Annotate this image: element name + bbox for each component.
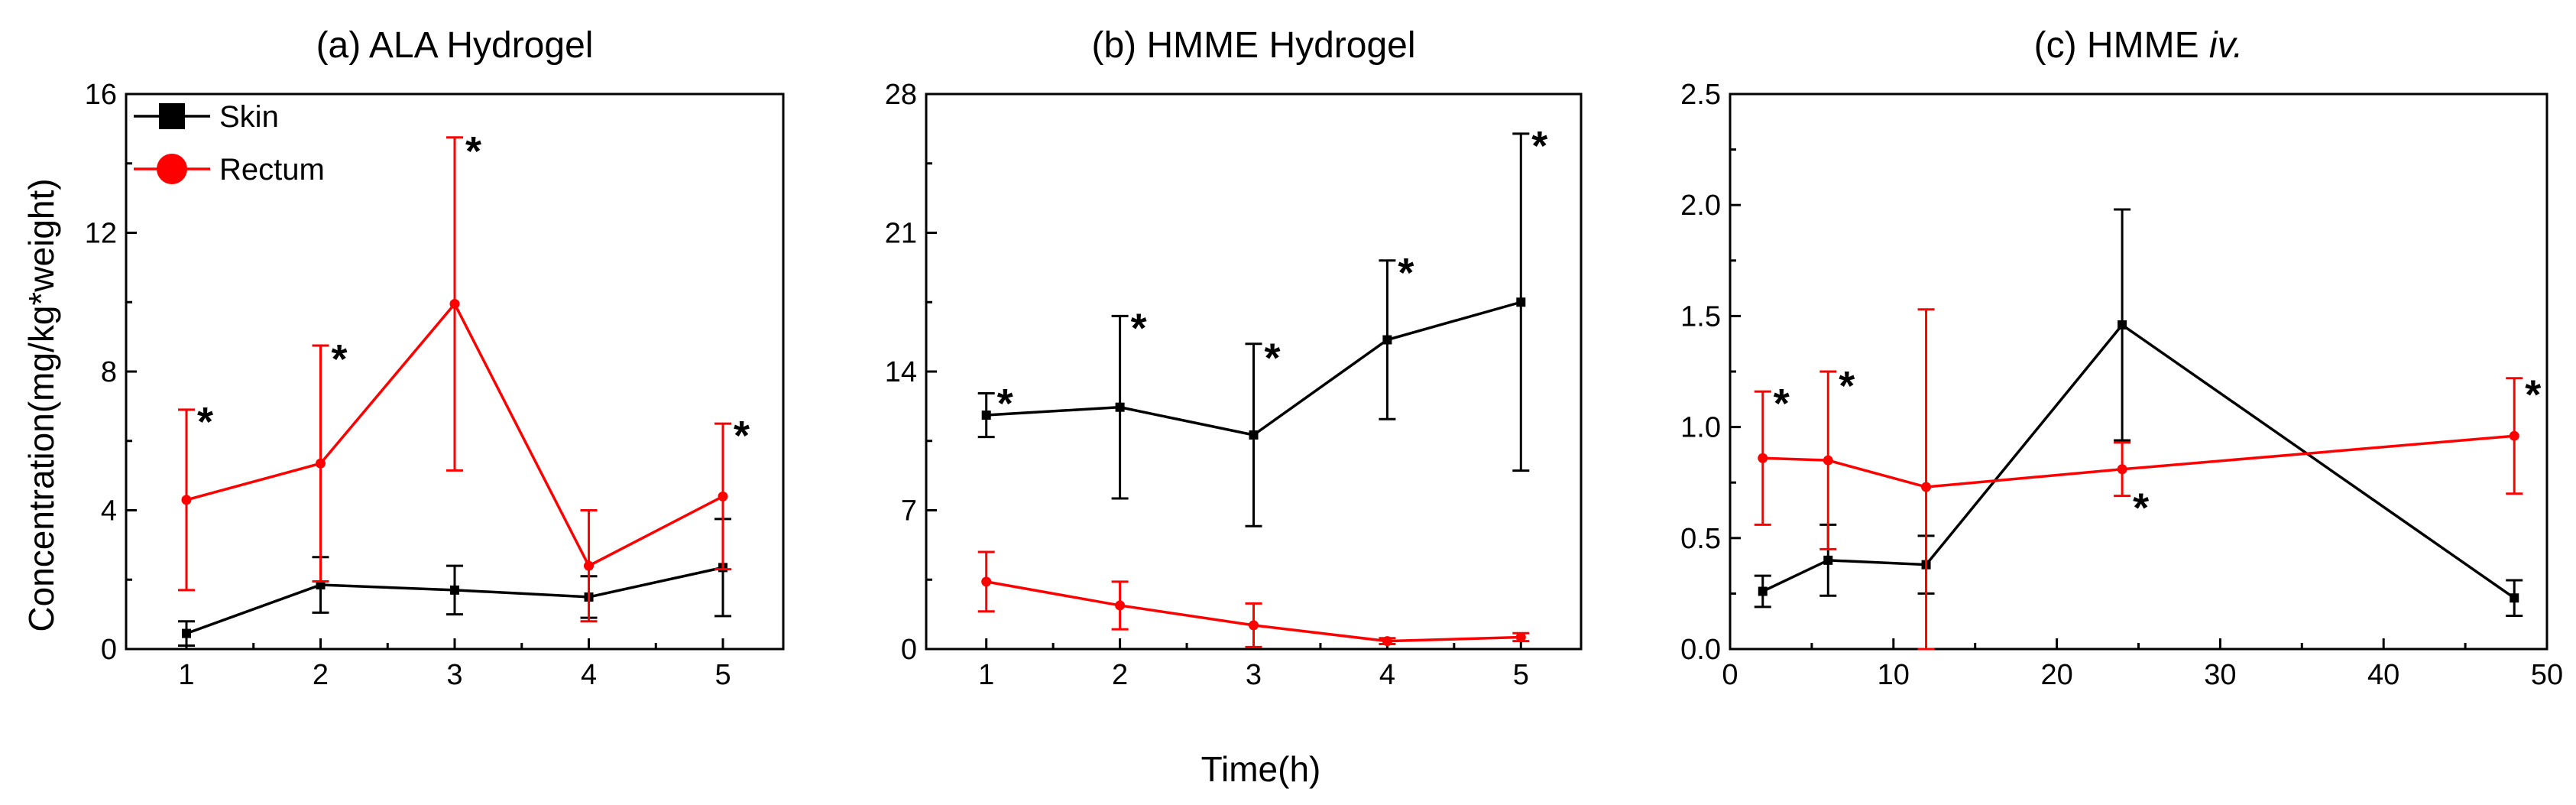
significance-star: *	[331, 336, 347, 382]
legend-marker-skin	[159, 103, 185, 129]
significance-star: *	[1265, 335, 1281, 381]
significance-star: *	[997, 381, 1013, 427]
panel-title: (a) ALA Hydrogel	[316, 25, 594, 66]
series-skin	[1754, 208, 2523, 617]
data-point	[981, 576, 992, 587]
y-tick-label: 8	[101, 356, 117, 388]
panel-title: (c) HMME iv.	[2034, 25, 2244, 66]
data-point	[2118, 320, 2127, 330]
y-tick-label: 0.5	[1680, 523, 1721, 555]
x-tick-label: 20	[2040, 659, 2072, 691]
significance-star: *	[1531, 123, 1547, 169]
data-point	[2117, 464, 2127, 475]
series-rectum	[977, 550, 1530, 648]
significance-star: *	[2525, 372, 2541, 418]
series-skin	[177, 518, 732, 647]
significance-star: *	[1398, 250, 1414, 296]
y-tick-label: 12	[85, 218, 117, 250]
panel-title-main: (c) HMME	[2034, 25, 2209, 66]
series-rectum	[177, 136, 732, 623]
x-tick-label: 4	[1379, 659, 1395, 691]
data-point	[1382, 335, 1392, 345]
data-point	[2510, 593, 2519, 603]
data-point	[181, 495, 192, 505]
y-tick-label: 14	[885, 356, 917, 388]
x-tick-label: 2	[313, 659, 329, 691]
x-tick-label: 1	[978, 659, 994, 691]
data-point	[1921, 482, 1932, 492]
y-tick-label: 0	[901, 634, 917, 666]
panel-c-hmme-iv: (c) HMME iv. 0.0 0.5 1.0 1.5 2.0 2.5 0 10 20 30 40 5…	[1680, 25, 2563, 691]
panel-title-main: (b) HMME Hydrogel	[1091, 25, 1415, 66]
x-tick-label: 5	[714, 659, 731, 691]
x-tick-label: 4	[581, 659, 597, 691]
x-tick-label: 10	[1878, 659, 1910, 691]
y-tick-label: 16	[85, 79, 117, 111]
panel-title: (b) HMME Hydrogel	[1091, 25, 1415, 66]
significance-star: *	[465, 128, 481, 174]
series-skin	[977, 132, 1530, 527]
y-tick-label: 4	[101, 495, 117, 527]
x-tick-label: 1	[178, 659, 194, 691]
significance-star: *	[2133, 485, 2149, 531]
x-tick-label: 50	[2531, 659, 2563, 691]
y-tick-label: 0	[101, 634, 117, 666]
series-line	[1762, 323, 2516, 599]
data-point	[450, 585, 459, 595]
y-tick-label: 21	[885, 218, 917, 250]
panel-b-hmme-hydrogel: (b) HMME Hydrogel 0 7 14 21 28 1 2 3 4 5 * * * * *	[885, 25, 1583, 691]
y-axis-label: Concentration(mg/kg*weight)	[21, 178, 61, 631]
x-tick-label: 3	[1246, 659, 1262, 691]
data-point	[449, 299, 460, 310]
x-axis-label: Time(h)	[1201, 749, 1321, 789]
x-tick-label: 3	[446, 659, 462, 691]
y-tick-label: 7	[901, 495, 917, 527]
data-point	[1823, 555, 1833, 565]
data-point	[1249, 620, 1259, 631]
data-point	[981, 411, 991, 420]
data-point	[181, 628, 191, 638]
data-point	[1823, 455, 1833, 466]
data-point	[1115, 402, 1125, 412]
x-tick-label: 0	[1722, 659, 1738, 691]
data-point	[1516, 297, 1526, 307]
x-tick-label: 40	[2367, 659, 2399, 691]
y-tick-label: 2.0	[1680, 190, 1721, 222]
data-point	[1515, 631, 1526, 642]
data-point	[1115, 600, 1126, 611]
significance-star: *	[1131, 305, 1147, 351]
significance-star: *	[197, 399, 213, 445]
y-tick-label: 1.0	[1680, 412, 1721, 444]
y-tick-label: 2.5	[1680, 79, 1721, 111]
x-tick-label: 5	[1513, 659, 1529, 691]
panel-title-italic: iv.	[2209, 25, 2243, 66]
significance-star: *	[1774, 381, 1790, 427]
legend-label-rectum: Rectum	[219, 153, 325, 187]
legend-marker-rectum	[157, 154, 187, 184]
y-tick-label: 0.0	[1680, 634, 1721, 666]
panel-title-main: (a) ALA Hydrogel	[316, 25, 594, 66]
data-point	[316, 580, 326, 590]
data-point	[1758, 453, 1768, 463]
series-line	[1762, 434, 2515, 489]
significance-star: *	[1839, 363, 1855, 409]
significance-star: *	[734, 413, 750, 459]
y-tick-label: 28	[885, 79, 917, 111]
data-point	[1758, 586, 1768, 596]
x-tick-label: 30	[2204, 659, 2236, 691]
data-point	[315, 458, 326, 469]
series-rectum	[1754, 308, 2523, 651]
y-tick-label: 1.5	[1680, 300, 1721, 333]
legend-label-skin: Skin	[219, 100, 279, 134]
legend: Skin Rectum	[134, 100, 325, 187]
data-point	[584, 560, 595, 571]
data-point	[1382, 636, 1392, 647]
data-point	[2509, 430, 2519, 441]
data-point	[718, 491, 728, 502]
x-tick-label: 2	[1112, 659, 1128, 691]
data-point	[1249, 430, 1259, 440]
